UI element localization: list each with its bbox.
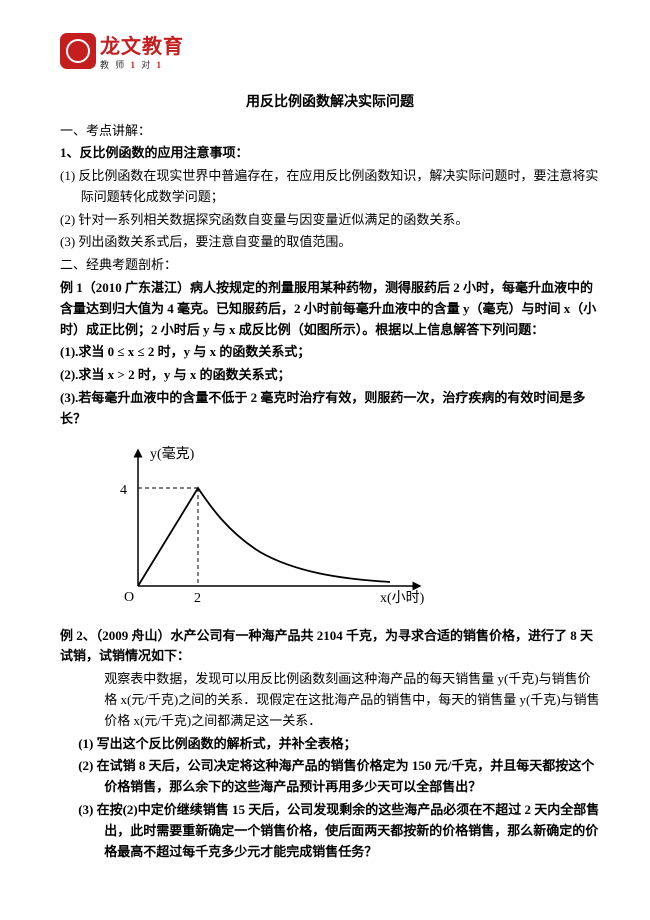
tick-label-2: 2 <box>194 591 201 606</box>
list-item: (2) 针对一系列相关数据探究函数自变量与因变量近似满足的函数关系。 <box>60 210 600 231</box>
page-title: 用反比例函数解决实际问题 <box>60 91 600 111</box>
y-axis-label: y(毫克) <box>150 445 195 462</box>
logo-main-text: 龙文教育 <box>100 30 184 59</box>
tick-label-4: 4 <box>120 483 127 498</box>
brand-logo: 龙文教育 教 师 1 对 1 <box>60 30 600 73</box>
paragraph: 观察表中数据，发现可以用反比例函数刻画这种海产品的每天销售量 y(千克)与销售价… <box>60 669 600 731</box>
x-axis-label: x(小时) <box>380 590 425 606</box>
list-item: (3) 列出函数关系式后，要注意自变量的取值范围。 <box>60 232 600 253</box>
list-item: (1) 反比例函数在现实世界中普遍存在，在应用反比例函数知识，解决实际问题时，要… <box>60 166 600 208</box>
question-item: (2).求当 x > 2 时，y 与 x 的函数关系式； <box>60 365 600 386</box>
curve <box>138 488 390 586</box>
question-item: (2) 在试销 8 天后，公司决定将这种海产品的销售价格定为 150 元/千克，… <box>60 756 600 798</box>
origin-label: O <box>124 590 134 605</box>
question-item: (1) 写出这个反比例函数的解析式，并补全表格； <box>60 734 600 755</box>
example-text: 例 2、（2009 舟山）水产公司有一种海产品共 2104 千克，为寻求合适的销… <box>60 626 600 668</box>
section-heading: 一、考点讲解： <box>60 121 600 142</box>
chart-svg: y(毫克) x(小时) 4 2 O <box>100 436 440 616</box>
question-item: (1).求当 0 ≤ x ≤ 2 时，y 与 x 的函数关系式； <box>60 342 600 363</box>
example-text: 例 1（2010 广东湛江）病人按规定的剂量服用某种药物，测得服药后 2 小时，… <box>60 278 600 340</box>
logo-sub-text: 教 师 1 对 1 <box>100 58 184 71</box>
function-chart: y(毫克) x(小时) 4 2 O <box>100 436 600 616</box>
question-item: (3) 在按(2)中定价继续销售 15 天后，公司发现剩余的这些海产品必须在不超… <box>60 800 600 862</box>
logo-icon <box>60 33 96 69</box>
paragraph: 1、反比例函数的应用注意事项： <box>60 143 600 164</box>
question-item: (3).若每毫升血液中的含量不低于 2 毫克时治疗有效，则服药一次，治疗疾病的有… <box>60 388 600 430</box>
section-heading: 二、经典考题剖析： <box>60 255 600 276</box>
